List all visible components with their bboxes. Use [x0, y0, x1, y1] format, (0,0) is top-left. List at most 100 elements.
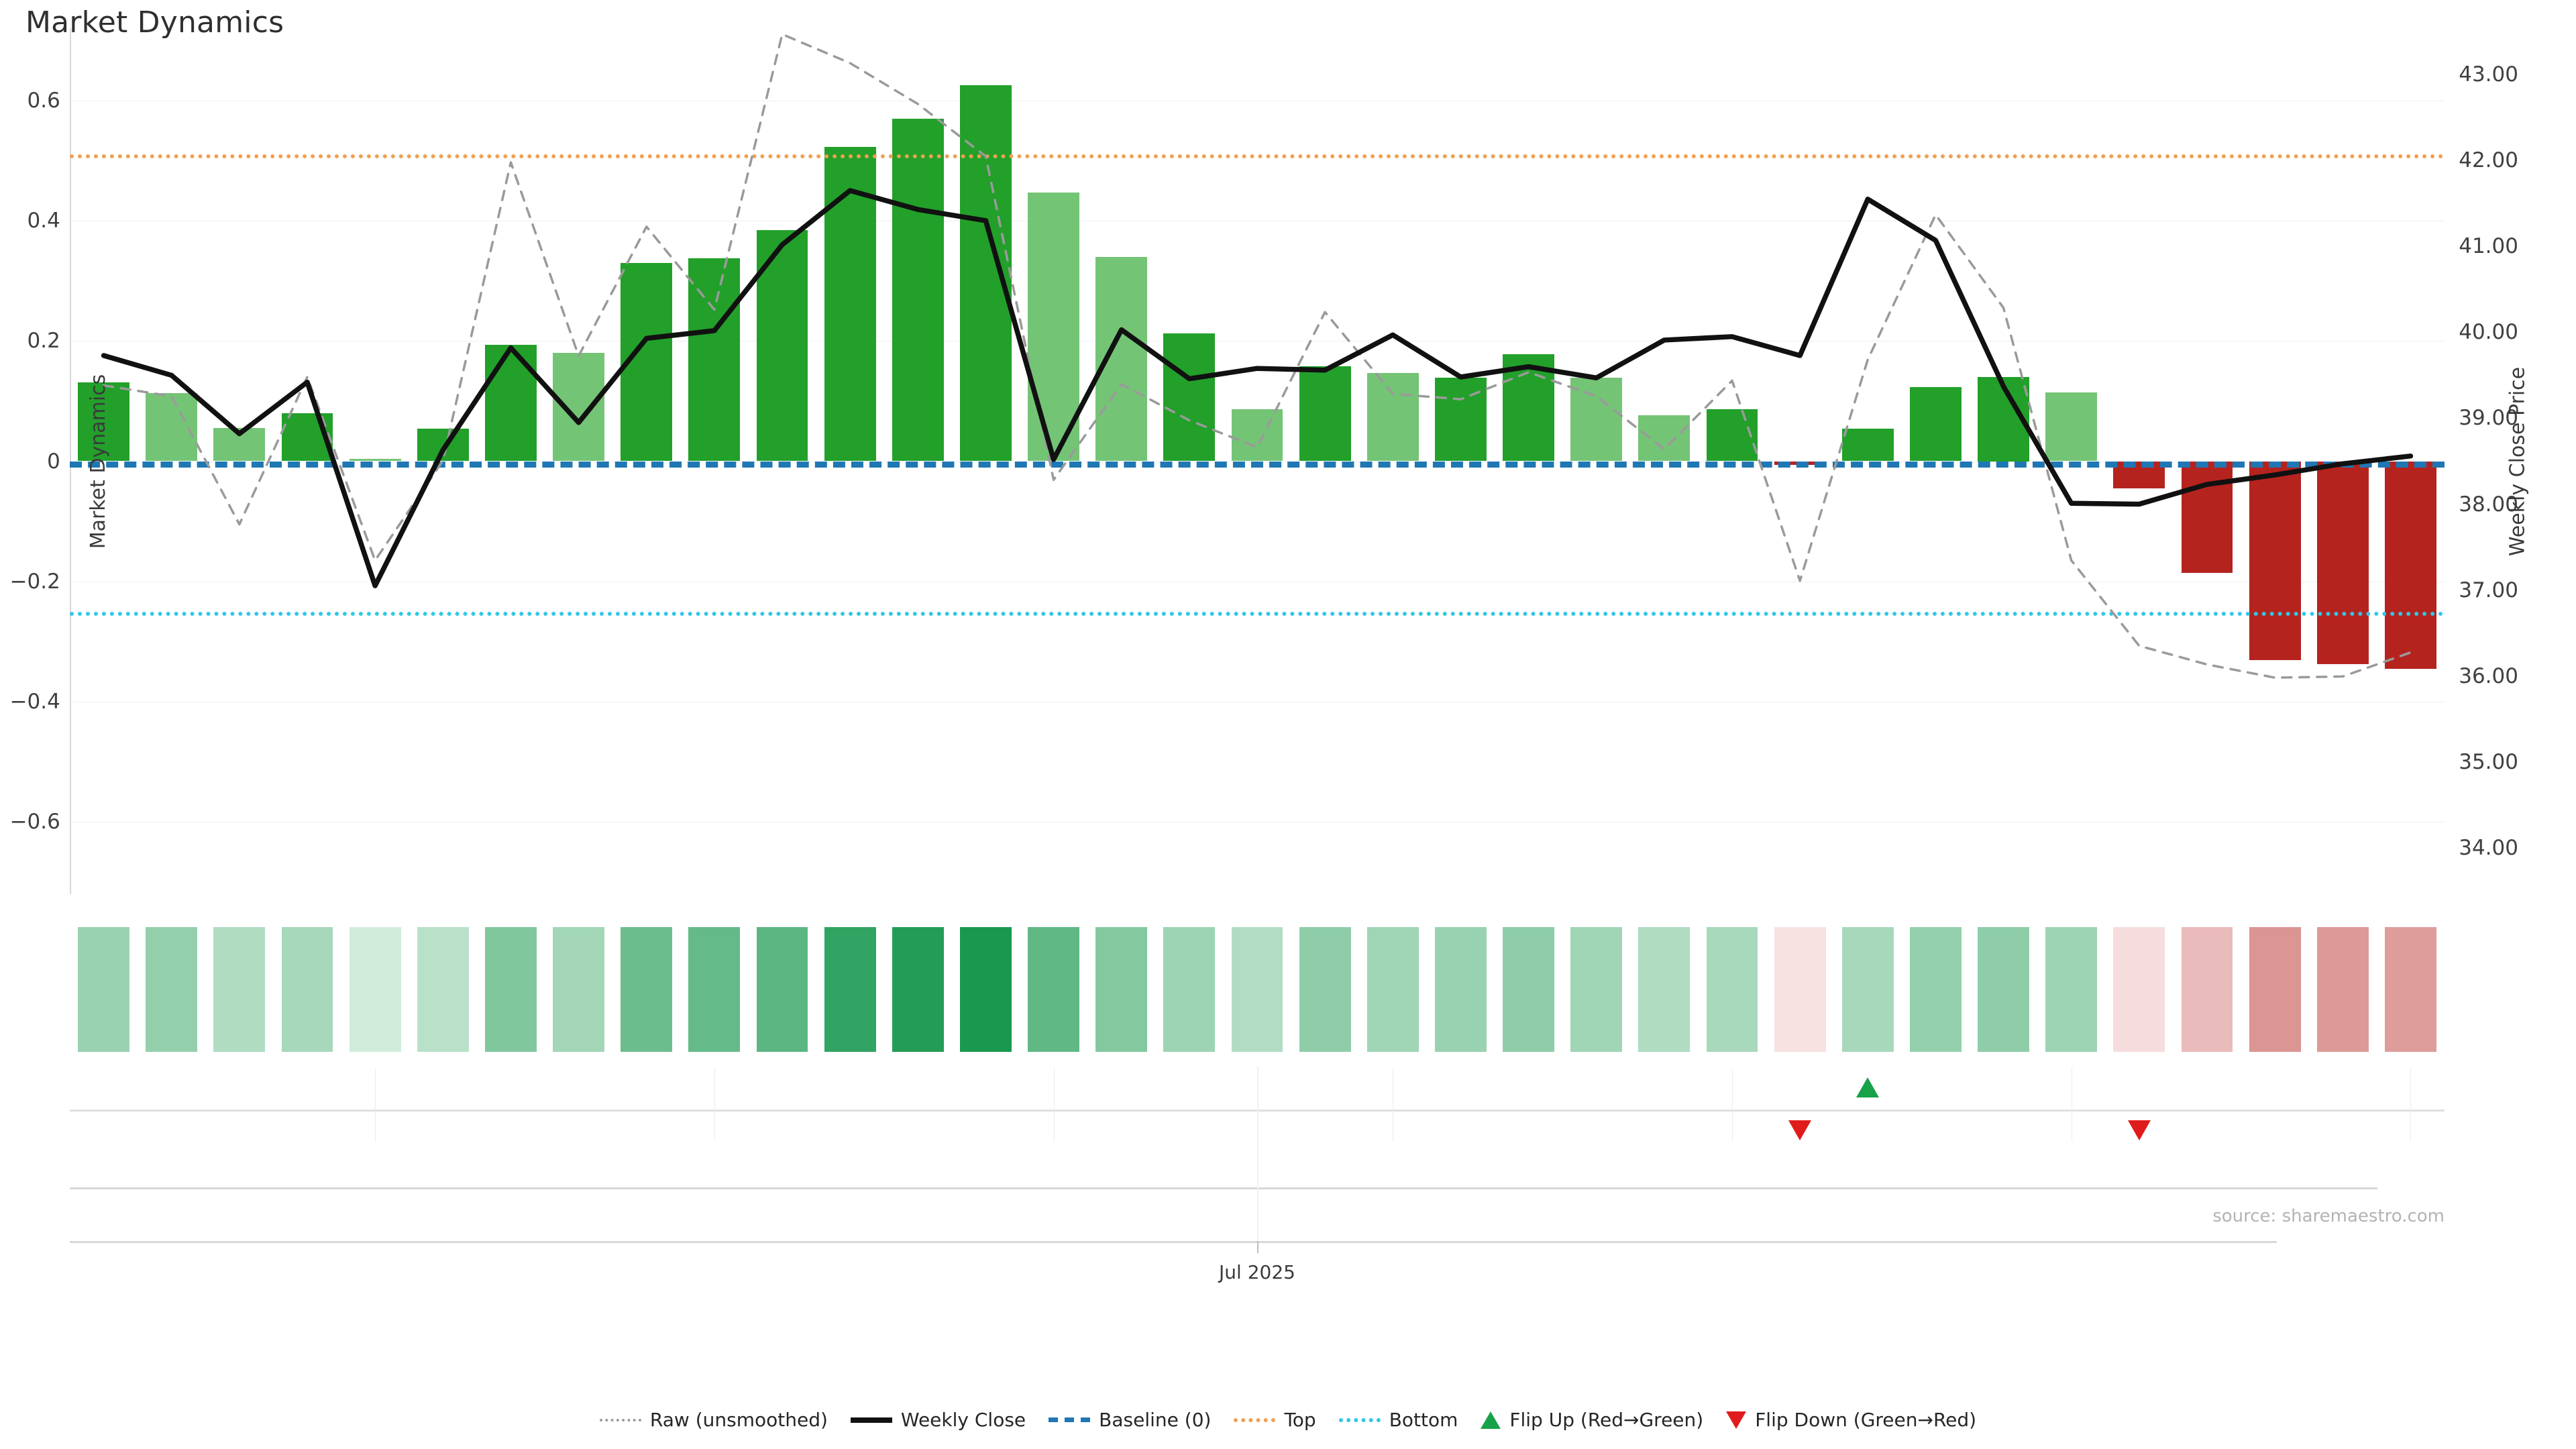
bar-positive: [2045, 392, 2098, 462]
right-axis-tick-label: 37.00: [2459, 578, 2518, 602]
heatstrip-cell: [484, 927, 537, 1052]
right-axis-tick-label: 36.00: [2459, 663, 2518, 688]
heatstrip-cell: [1231, 927, 1283, 1052]
legend-item[interactable]: Baseline (0): [1049, 1409, 1211, 1431]
right-axis-tick-label: 35.00: [2459, 749, 2518, 774]
heatstrip-cell: [824, 927, 876, 1052]
legend-item-label: Baseline (0): [1099, 1409, 1212, 1431]
legend-item-label: Flip Up (Red→Green): [1509, 1409, 1704, 1431]
flip-down-marker: [2127, 1120, 2151, 1140]
legend-item[interactable]: Flip Up (Red→Green): [1481, 1409, 1703, 1431]
bar-positive: [349, 458, 401, 462]
left-axis-tick-label: −0.2: [9, 569, 60, 594]
legend-item-label: Bottom: [1389, 1409, 1458, 1431]
heatstrip-cell: [1570, 927, 1623, 1052]
right-axis-tick-label: 43.00: [2459, 62, 2518, 87]
bar-negative: [2384, 461, 2436, 669]
bar-positive: [1841, 429, 1894, 462]
legend-item-label: Weekly Close: [900, 1409, 1026, 1431]
legend-item[interactable]: Flip Down (Green→Red): [1726, 1409, 1976, 1431]
dotted-orange-line-icon: [1234, 1417, 1276, 1422]
reference-line-top: [70, 154, 2445, 159]
heatstrip-cell: [1706, 927, 1758, 1052]
axis-rule-upper: [70, 1187, 2377, 1189]
right-axis-tick-label: 40.00: [2459, 320, 2518, 345]
heatstrip-cell: [756, 927, 808, 1052]
heatstrip-cell: [959, 927, 1012, 1052]
left-axis-tick-label: 0: [47, 449, 60, 474]
main-plot-area: 0.6 0.4 0.2 0 −0.2 −0.4 −0.6 43.00 42.00 41.00 40…: [10, 28, 2529, 894]
heatstrip-cell: [2316, 927, 2369, 1052]
source-note: source: sharemaestro.com: [2212, 1206, 2445, 1226]
bar-positive: [1028, 192, 1079, 462]
heatstrip-cell: [1434, 927, 1487, 1052]
regime-strength-heatstrip: [70, 927, 2445, 1052]
dotted-gray-line-icon: [599, 1418, 641, 1421]
reference-line-bottom: [70, 611, 2445, 616]
legend-item[interactable]: Bottom: [1338, 1409, 1458, 1431]
bar-negative: [2316, 461, 2369, 664]
bar-positive: [688, 258, 741, 462]
heatstrip-cell: [1774, 927, 1826, 1052]
right-axis-tick-label: 39.00: [2459, 406, 2518, 431]
weekly-close-line: [101, 188, 2414, 588]
right-axis-tick-label: 38.00: [2459, 492, 2518, 517]
heatstrip-cell: [2249, 927, 2301, 1052]
bar-positive: [1366, 372, 1419, 462]
bar-positive: [1570, 377, 1623, 462]
axis-rule-lower: [70, 1241, 2277, 1243]
heatstrip-cell: [553, 927, 604, 1052]
right-axis-title: Weekly Close Price: [2506, 366, 2530, 556]
left-axis-tick-label: 0.2: [27, 329, 60, 354]
legend-item-label: Raw (unsmoothed): [649, 1409, 828, 1431]
chart-legend: Raw (unsmoothed) Weekly Close Baseline (0)…: [0, 1409, 2576, 1431]
legend-item[interactable]: Top: [1234, 1409, 1316, 1431]
heatstrip-cell: [1299, 927, 1351, 1052]
bar-positive: [824, 146, 876, 462]
left-axis-tick-label: 0.6: [27, 88, 60, 113]
heatstrip-cell: [146, 927, 198, 1052]
marker-gridline: [1732, 1068, 1733, 1142]
heatstrip-cell: [892, 927, 944, 1052]
left-axis-tick-label: −0.4: [9, 690, 60, 714]
dotted-cyan-line-icon: [1338, 1417, 1381, 1422]
raw-unsmoothed-line: [102, 33, 2412, 679]
bar-positive: [1299, 366, 1351, 462]
page-title: Market Dynamics: [25, 5, 284, 40]
solid-black-line-icon: [850, 1417, 892, 1423]
bar-positive: [78, 382, 129, 462]
right-axis-tick-label: 42.00: [2459, 148, 2518, 173]
left-axis-tick-label: 0.4: [27, 208, 60, 233]
heatstrip-cell: [1638, 927, 1690, 1052]
marker-gridline: [1053, 1068, 1055, 1142]
red-triangle-down-icon: [1726, 1411, 1747, 1429]
heatstrip-cell: [1978, 927, 2029, 1052]
heatstrip-cell: [1163, 927, 1216, 1052]
reference-line-baseline: [70, 461, 2445, 468]
bar-positive: [1909, 387, 1962, 462]
heatstrip-cell: [349, 927, 401, 1052]
heatstrip-cell: [688, 927, 741, 1052]
left-axis-tick-label: −0.6: [9, 810, 60, 835]
legend-item[interactable]: Weekly Close: [850, 1409, 1026, 1431]
heatstrip-cell: [78, 927, 129, 1052]
marker-gridline: [2410, 1068, 2412, 1142]
bar-positive: [892, 118, 944, 462]
x-axis-guide: [1257, 1067, 1258, 1241]
heatstrip-cell: [2384, 927, 2436, 1052]
bar-positive: [1638, 415, 1690, 462]
x-axis-tick: [1257, 1241, 1258, 1253]
bar-negative: [2249, 461, 2301, 661]
green-triangle-up-icon: [1481, 1411, 1501, 1429]
heatstrip-cell: [1028, 927, 1079, 1052]
flip-down-marker: [1788, 1120, 1812, 1140]
heatstrip-cell: [1366, 927, 1419, 1052]
heatstrip-cell: [2113, 927, 2165, 1052]
heatstrip-cell: [621, 927, 673, 1052]
dashed-blue-line-icon: [1049, 1417, 1091, 1422]
heatstrip-cell: [417, 927, 469, 1052]
heatstrip-cell: [2045, 927, 2098, 1052]
legend-item[interactable]: Raw (unsmoothed): [599, 1409, 828, 1431]
heatstrip-cell: [1841, 927, 1894, 1052]
